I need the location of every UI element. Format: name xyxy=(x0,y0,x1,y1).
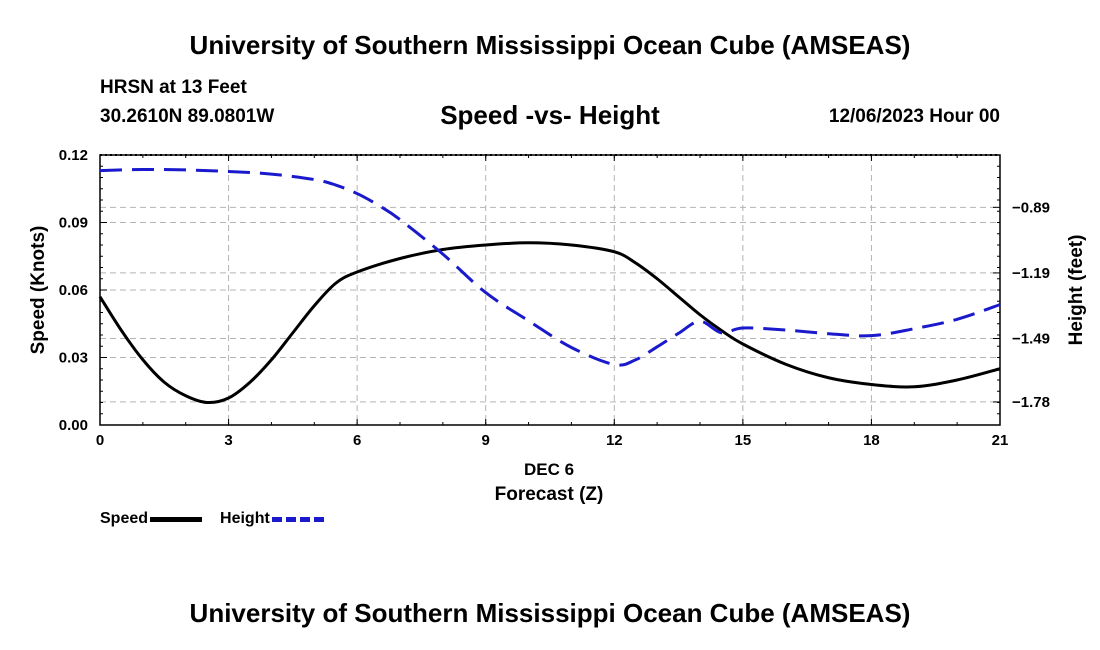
series-lines xyxy=(98,167,1001,405)
x-tick-label: 9 xyxy=(482,432,490,449)
y-tick-label: 0.09 xyxy=(59,215,88,232)
y-tick-label: 0.06 xyxy=(59,282,88,299)
y2-tick-label: −1.19 xyxy=(1012,265,1050,282)
y2-tick-label: −1.49 xyxy=(1012,331,1050,348)
legend: Speed Height xyxy=(100,508,342,530)
station-label: HRSN at 13 Feet xyxy=(100,77,247,98)
x-tick-label: 12 xyxy=(606,432,623,449)
axes: 0 3 6 9 12 15 18 21 0.00 0.03 0.06 0.09 0.12 −0.89 −1.… xyxy=(59,147,1050,449)
legend-speed-label: Speed xyxy=(100,510,149,527)
legend-height-label: Height xyxy=(220,510,270,527)
y-tick-label: 0.03 xyxy=(59,350,88,367)
y2-tick-label: −1.78 xyxy=(1012,394,1050,411)
footer-title: University of Southern Mississippi Ocean… xyxy=(189,598,911,628)
grid xyxy=(100,155,1000,425)
x-axis-label: Forecast (Z) xyxy=(495,484,604,505)
x-tick-label: 18 xyxy=(863,432,880,449)
height-series-line xyxy=(99,167,1001,367)
y-tick-label: 0.12 xyxy=(59,147,88,164)
legend-item-speed: Speed xyxy=(100,510,203,528)
y2-tick-label: −0.89 xyxy=(1012,199,1050,216)
legend-speed-swatch xyxy=(150,516,203,522)
legend-item-height: Height xyxy=(220,510,324,528)
legend-height-swatch xyxy=(271,516,324,522)
speed-series-line xyxy=(98,241,1001,405)
forecast-datetime: 12/06/2023 Hour 00 xyxy=(828,106,1000,127)
main-title: University of Southern Mississippi Ocean… xyxy=(189,30,911,60)
x-tick-label: 3 xyxy=(224,432,232,449)
y-axis-label: Speed (Knots) xyxy=(28,226,49,355)
y2-axis-label: Height (feet) xyxy=(1066,235,1087,346)
x-tick-label: 0 xyxy=(96,432,104,449)
chart-title: Speed -vs- Height xyxy=(440,100,660,130)
y-tick-label: 0.00 xyxy=(59,417,88,434)
x-tick-label: 21 xyxy=(992,432,1009,449)
coordinates-label: 30.2610N 89.0801W xyxy=(100,106,275,127)
x-axis-date-label: DEC 6 xyxy=(524,460,574,479)
x-tick-label: 15 xyxy=(735,432,752,449)
x-tick-label: 6 xyxy=(353,432,361,449)
